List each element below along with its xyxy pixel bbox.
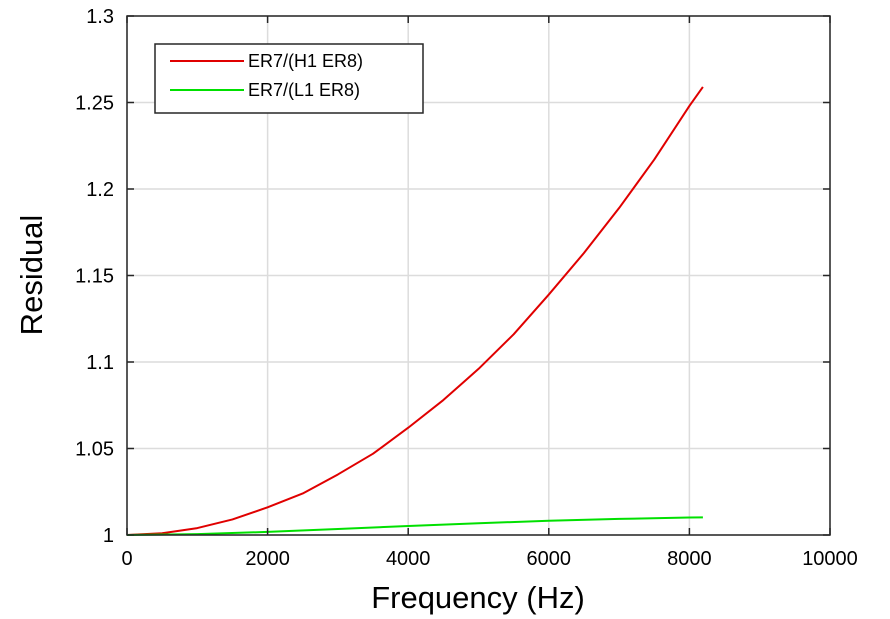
y-tick-label: 1 (103, 525, 114, 547)
x-tick-label: 0 (121, 548, 132, 570)
legend-label-l1: ER7/(L1 ER8) (248, 80, 360, 100)
legend-label-h1: ER7/(H1 ER8) (248, 51, 363, 71)
series-layer (126, 86, 704, 536)
legend-box (154, 43, 424, 114)
y-axis-label: Residual (14, 215, 49, 336)
legend: ER7/(H1 ER8) ER7/(L1 ER8) (154, 43, 424, 114)
tick-labels: 0 2000 4000 6000 8000 10000 1 1.05 1.1 1.15 1.2 1.2… (75, 6, 858, 570)
x-tick-label: 2000 (245, 548, 290, 570)
x-tick-label: 8000 (667, 548, 712, 570)
x-axis-label: Frequency (Hz) (371, 580, 585, 615)
y-tick-label: 1.05 (75, 439, 114, 461)
axis-ticks (126, 15, 831, 536)
x-tick-label: 6000 (527, 548, 572, 570)
series-line-l1 (126, 516, 703, 536)
y-tick-label: 1.2 (86, 179, 114, 201)
y-tick-label: 1.25 (75, 93, 114, 115)
y-tick-label: 1.1 (86, 352, 114, 374)
y-tick-label: 1.15 (75, 266, 114, 288)
series-line-h1 (126, 86, 704, 536)
x-tick-label: 10000 (802, 548, 858, 570)
x-tick-label: 4000 (386, 548, 431, 570)
y-tick-label: 1.3 (86, 6, 114, 28)
